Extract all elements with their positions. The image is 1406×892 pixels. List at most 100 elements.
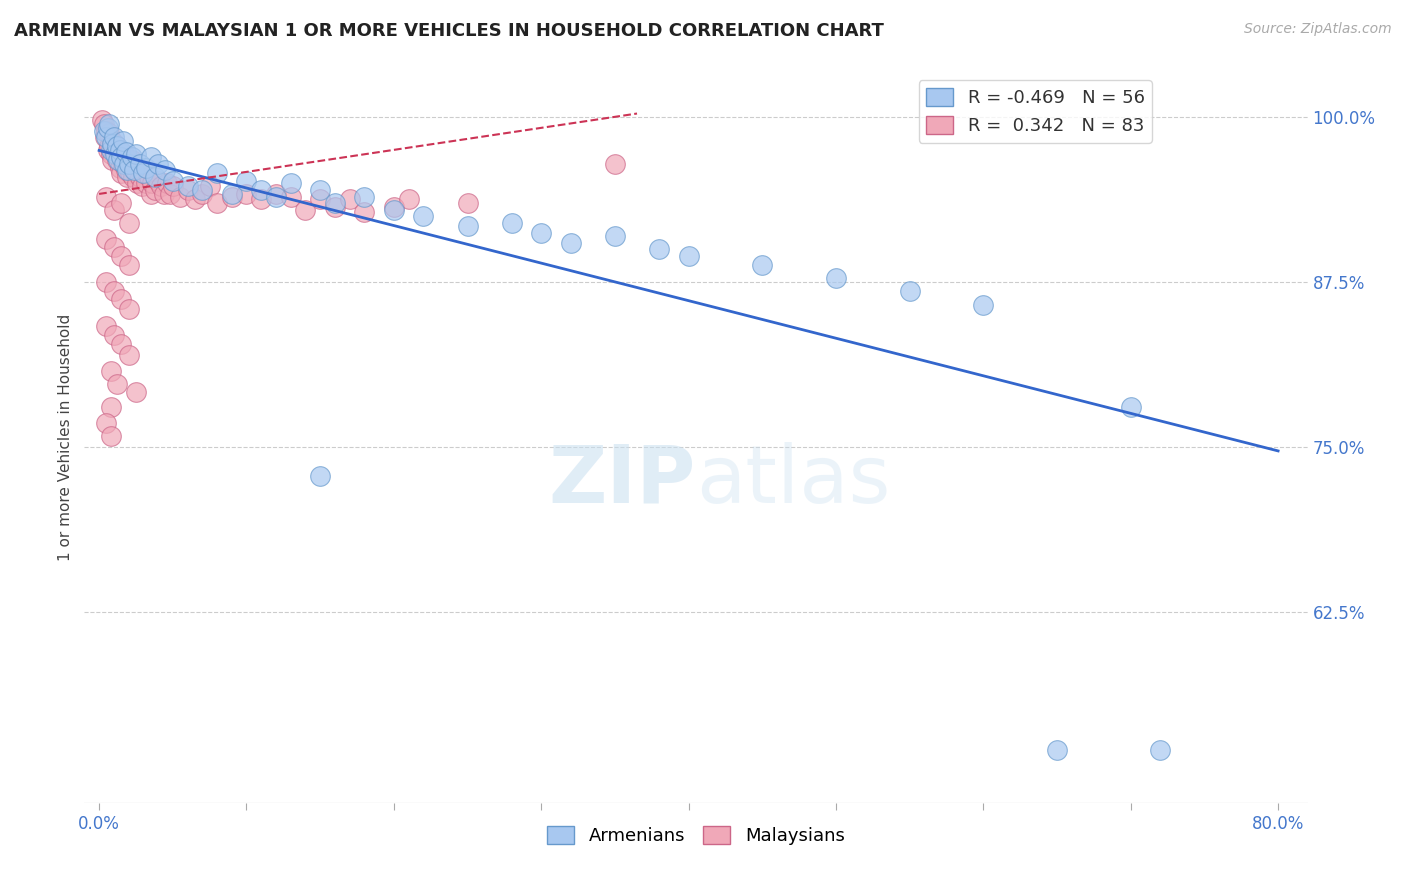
Point [103,327,125,342]
Point [94,130,117,145]
Point [91,113,114,128]
Point [96,189,118,203]
Point [264,186,287,201]
Point [353,205,375,219]
Point [117,156,139,170]
Point [184,192,207,206]
Point [135,177,157,191]
Point [117,258,139,272]
Point [108,144,131,158]
Point [309,192,332,206]
Point [250,192,273,206]
Point [1119,401,1142,415]
Point [117,348,139,362]
Point [115,169,138,184]
Point [176,179,198,194]
Point [96,275,118,289]
Point [129,169,152,184]
Point [93,117,115,131]
Point [146,174,169,188]
Point [121,150,143,164]
Point [250,183,273,197]
Point [191,186,214,201]
Point [191,183,214,197]
Point [117,301,139,316]
Point [205,166,228,180]
Point [143,183,166,197]
Y-axis label: 1 or more Vehicles in Household: 1 or more Vehicles in Household [58,313,73,561]
Point [501,216,523,230]
Point [309,469,332,483]
Point [198,179,221,194]
Point [382,200,405,214]
Point [108,161,131,175]
Point [121,153,143,167]
Point [141,177,163,191]
Point [162,174,184,188]
Point [235,186,257,201]
Point [107,153,129,167]
Point [135,161,157,175]
Point [100,429,122,443]
Point [648,242,671,256]
Point [205,196,228,211]
Point [96,123,118,137]
Point [96,416,118,430]
Point [264,189,287,203]
Point [127,177,149,191]
Point [114,145,136,159]
Point [603,229,626,244]
Point [603,156,626,170]
Point [143,169,166,184]
Point [103,240,125,254]
Point [560,235,582,250]
Point [138,169,160,184]
Point [110,337,132,351]
Point [294,202,316,217]
Point [97,121,120,136]
Point [176,183,198,197]
Point [169,189,191,203]
Point [101,136,124,151]
Point [825,271,848,285]
Point [98,139,121,153]
Point [111,134,134,148]
Point [382,202,405,217]
Point [131,179,153,194]
Point [105,153,128,167]
Point [221,189,243,203]
Point [117,156,139,170]
Point [162,179,184,194]
Point [98,117,121,131]
Point [339,192,361,206]
Point [898,285,921,299]
Point [112,156,135,170]
Point [150,179,173,194]
Point [110,249,132,263]
Point [155,163,177,178]
Text: Source: ZipAtlas.com: Source: ZipAtlas.com [1244,22,1392,37]
Point [112,147,135,161]
Point [103,144,125,158]
Point [100,401,122,415]
Point [115,163,138,178]
Point [100,147,122,161]
Point [139,150,162,164]
Point [110,150,132,164]
Legend: Armenians, Malaysians: Armenians, Malaysians [540,819,852,852]
Point [101,153,124,167]
Point [972,298,994,312]
Point [110,150,132,164]
Point [101,134,124,148]
Point [98,126,121,140]
Point [96,130,118,145]
Point [412,210,434,224]
Point [125,147,148,161]
Point [678,249,700,263]
Point [124,161,146,175]
Point [1046,743,1069,757]
Point [132,166,155,180]
Point [111,156,134,170]
Text: atlas: atlas [696,442,890,520]
Point [132,166,155,180]
